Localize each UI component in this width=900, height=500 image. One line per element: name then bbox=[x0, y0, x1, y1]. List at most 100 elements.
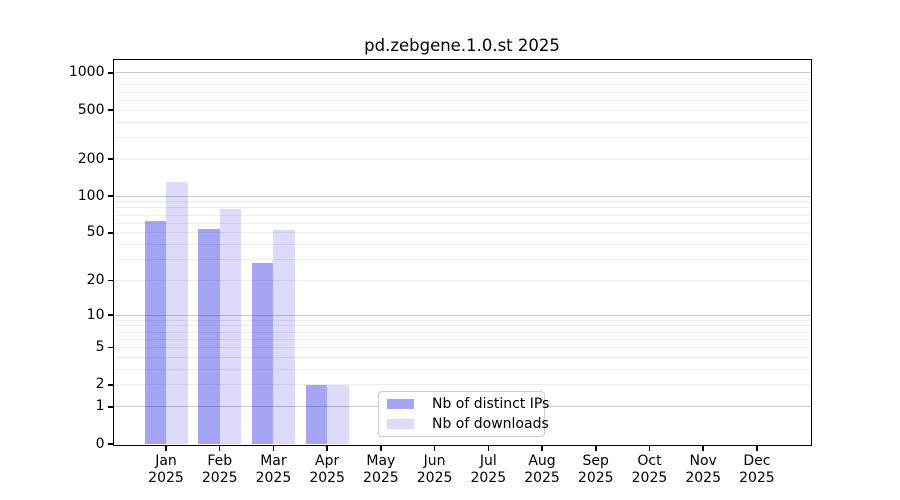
y-tick-label: 1000 bbox=[68, 64, 105, 81]
gridline-minor bbox=[114, 259, 811, 261]
x-tick-label: May 2025 bbox=[349, 453, 413, 486]
y-tick bbox=[108, 279, 114, 282]
x-tick-label: Apr 2025 bbox=[295, 453, 359, 486]
x-tick-year: 2025 bbox=[201, 469, 238, 486]
y-tick bbox=[108, 158, 114, 160]
y-tick-label: 5 bbox=[95, 339, 105, 356]
x-tick bbox=[541, 445, 543, 451]
x-tick-year: 2025 bbox=[309, 469, 345, 486]
x-tick-label: Aug 2025 bbox=[510, 453, 574, 486]
x-tick-month: May bbox=[366, 453, 396, 469]
x-tick-month: Dec bbox=[743, 453, 771, 469]
x-tick bbox=[272, 445, 275, 451]
bar-downloads bbox=[219, 209, 242, 444]
x-tick-label: Jan 2025 bbox=[134, 453, 198, 486]
x-tick-year: 2025 bbox=[631, 469, 668, 486]
y-tick-label: 100 bbox=[77, 187, 105, 204]
gridline-minor bbox=[114, 84, 811, 86]
gridline-minor bbox=[114, 207, 811, 209]
x-tick-label: Jul 2025 bbox=[456, 453, 520, 486]
gridline-major bbox=[114, 195, 811, 197]
gridline-minor bbox=[114, 384, 811, 386]
x-tick-year: 2025 bbox=[148, 469, 184, 486]
gridline-minor bbox=[114, 99, 811, 101]
gridline-minor bbox=[114, 279, 811, 281]
x-tick-year: 2025 bbox=[524, 469, 560, 486]
y-tick bbox=[108, 195, 114, 197]
x-tick-year: 2025 bbox=[470, 469, 507, 486]
legend-item: Nb of distinct IPs bbox=[387, 396, 549, 412]
gridline-minor bbox=[114, 244, 811, 245]
x-tick bbox=[380, 445, 382, 451]
x-tick-label: Dec 2025 bbox=[725, 453, 789, 486]
gridline-major bbox=[114, 72, 811, 74]
gridline-minor bbox=[114, 325, 811, 327]
x-tick-label: Oct 2025 bbox=[617, 453, 681, 486]
x-tick-label: Nov 2025 bbox=[671, 453, 735, 486]
gridline-minor bbox=[114, 331, 811, 333]
gridline-minor bbox=[114, 338, 811, 340]
x-tick-month: Apr bbox=[315, 453, 340, 469]
gridline-minor bbox=[114, 369, 811, 371]
y-tick bbox=[108, 346, 114, 349]
legend-label: Nb of distinct IPs bbox=[432, 396, 550, 412]
x-tick-month: Jul bbox=[479, 453, 497, 469]
x-tick bbox=[326, 445, 328, 451]
gridline-major bbox=[114, 314, 811, 316]
y-tick-label: 2 bbox=[95, 376, 105, 393]
gridline-minor bbox=[114, 201, 811, 203]
legend-item: Nb of downloads bbox=[387, 416, 549, 432]
gridline-minor bbox=[114, 222, 811, 224]
x-tick bbox=[433, 445, 436, 451]
y-tick-label: 1 bbox=[95, 398, 105, 415]
x-tick-label: Mar 2025 bbox=[241, 453, 305, 486]
x-tick-month: Nov bbox=[689, 453, 717, 469]
gridline-minor bbox=[114, 136, 811, 138]
gridline-minor bbox=[114, 232, 811, 234]
x-tick-label: Jun 2025 bbox=[403, 453, 467, 486]
x-tick-month: Aug bbox=[528, 453, 556, 469]
y-tick-label: 500 bbox=[77, 101, 105, 118]
x-tick-year: 2025 bbox=[255, 469, 292, 486]
bar-downloads bbox=[166, 182, 188, 444]
y-tick bbox=[108, 443, 114, 445]
y-tick bbox=[108, 72, 114, 74]
x-tick-year: 2025 bbox=[739, 469, 775, 486]
gridline-minor bbox=[114, 109, 811, 111]
bar-downloads bbox=[273, 229, 295, 444]
bar-distinct-ips bbox=[198, 228, 220, 444]
y-tick-label: 20 bbox=[86, 271, 105, 288]
x-tick-month: Oct bbox=[637, 453, 662, 469]
x-tick-month: Jun bbox=[423, 453, 446, 469]
gridline-minor bbox=[114, 121, 811, 123]
x-tick bbox=[756, 445, 758, 451]
gridline-minor bbox=[114, 78, 811, 80]
legend-label: Nb of downloads bbox=[432, 416, 549, 432]
x-tick-year: 2025 bbox=[685, 469, 721, 486]
gridline-minor bbox=[114, 347, 811, 349]
x-tick bbox=[595, 445, 597, 451]
x-tick bbox=[648, 445, 651, 451]
legend-swatch-downloads bbox=[387, 419, 414, 429]
x-tick-month: Mar bbox=[260, 453, 287, 469]
gridline-minor bbox=[114, 319, 811, 321]
x-tick-month: Sep bbox=[582, 453, 609, 469]
bar-downloads bbox=[327, 384, 349, 444]
gridline-minor bbox=[114, 91, 811, 93]
x-tick-label: Feb 2025 bbox=[188, 453, 252, 486]
x-tick-label: Sep 2025 bbox=[564, 453, 628, 486]
x-tick-year: 2025 bbox=[363, 469, 399, 486]
x-tick-year: 2025 bbox=[577, 469, 614, 486]
x-tick-month: Jan bbox=[155, 453, 177, 469]
y-tick bbox=[108, 232, 114, 234]
x-tick bbox=[702, 445, 704, 451]
bar-distinct-ips bbox=[144, 221, 166, 444]
gridline-minor bbox=[114, 214, 811, 216]
y-tick bbox=[108, 109, 114, 111]
y-tick-label: 50 bbox=[86, 224, 105, 241]
y-tick-label: 200 bbox=[77, 150, 105, 167]
x-tick bbox=[165, 445, 167, 451]
legend-swatch-distinct-ips bbox=[387, 399, 414, 409]
y-tick bbox=[108, 406, 114, 408]
